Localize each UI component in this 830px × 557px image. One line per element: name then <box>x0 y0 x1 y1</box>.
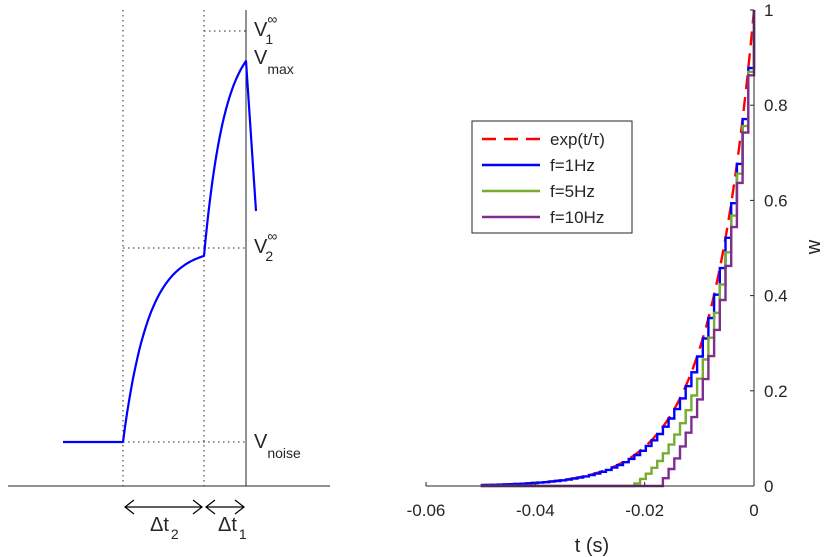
legend-label: f=10Hz <box>550 208 604 227</box>
legend: exp(t/τ) f=1Hz f=5Hz f=10Hz <box>471 120 633 234</box>
y-tick-label: 0.4 <box>764 287 788 306</box>
label-v-inf-1: V∞ 1 <box>254 11 277 47</box>
plot-panel: -0.06 -0.04 -0.02 00 0.2 0.4 0.6 0.8 1 t (s) w e… <box>407 1 825 557</box>
y-tick-label: 1 <box>764 1 773 20</box>
legend-label: f=1Hz <box>550 156 595 175</box>
legend-label: f=5Hz <box>550 182 595 201</box>
label-v-noise: Vnoise <box>254 431 301 461</box>
label-delta-t2: Δt 2 <box>150 514 179 542</box>
x-axis-label: t (s) <box>575 535 609 557</box>
legend-label: exp(t/τ) <box>550 130 605 149</box>
y-tick-label: 0.8 <box>764 96 788 115</box>
label-v-inf-2: V∞ 2 <box>254 228 277 264</box>
x-tick-label: -0.06 <box>407 501 446 520</box>
x-tick-label: -0.04 <box>516 501 555 520</box>
y-tick-label: 0 <box>764 477 773 496</box>
delta-t2-arrow <box>124 499 203 515</box>
series-line-exp(t/τ) <box>480 9 756 487</box>
plot-lines <box>480 9 756 488</box>
y-tick-label: 0.6 <box>764 191 788 210</box>
legend-box <box>471 120 633 234</box>
delta-t1-arrow <box>205 499 245 515</box>
series-line-f=5Hz <box>480 10 756 488</box>
x-tick-label: -0.02 <box>625 501 664 520</box>
label-delta-t1: Δt 1 <box>218 514 247 542</box>
membrane-potential-curve <box>63 59 258 444</box>
y-axis-label: w <box>803 239 825 255</box>
label-v-max: Vmax <box>254 47 294 77</box>
y-tick-label: 0.2 <box>764 382 788 401</box>
schematic-panel: V∞ 1 Vmax V∞ 2 Vnoise Δt 2 Δt 1 <box>8 10 330 542</box>
x-tick-label: 0 <box>749 501 758 520</box>
plot-axes: -0.06 -0.04 -0.02 00 0.2 0.4 0.6 0.8 1 <box>407 1 788 520</box>
series-line-f=1Hz <box>480 10 756 487</box>
series-line-f=10Hz <box>480 10 756 488</box>
